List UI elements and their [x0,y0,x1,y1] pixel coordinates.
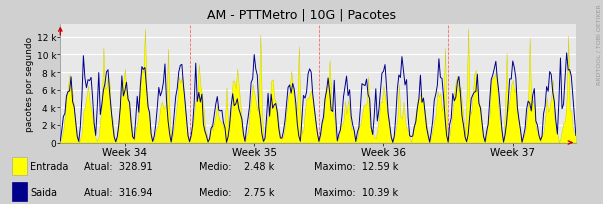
Text: Medio:    2.75 k: Medio: 2.75 k [199,187,274,197]
Text: Atual:  316.94: Atual: 316.94 [84,187,153,197]
Text: Saida: Saida [30,187,57,197]
Text: Medio:    2.48 k: Medio: 2.48 k [199,161,274,171]
Text: Atual:  328.91: Atual: 328.91 [84,161,153,171]
Text: AM - PTTMetro | 10G | Pacotes: AM - PTTMetro | 10G | Pacotes [207,8,396,21]
Y-axis label: pacotes por segundo: pacotes por segundo [25,36,34,131]
Text: RRDTOOL / TOBI OETIKER: RRDTOOL / TOBI OETIKER [597,4,602,84]
Text: Maximo:  10.39 k: Maximo: 10.39 k [314,187,398,197]
Text: Entrada: Entrada [30,161,69,171]
Text: Maximo:  12.59 k: Maximo: 12.59 k [314,161,398,171]
